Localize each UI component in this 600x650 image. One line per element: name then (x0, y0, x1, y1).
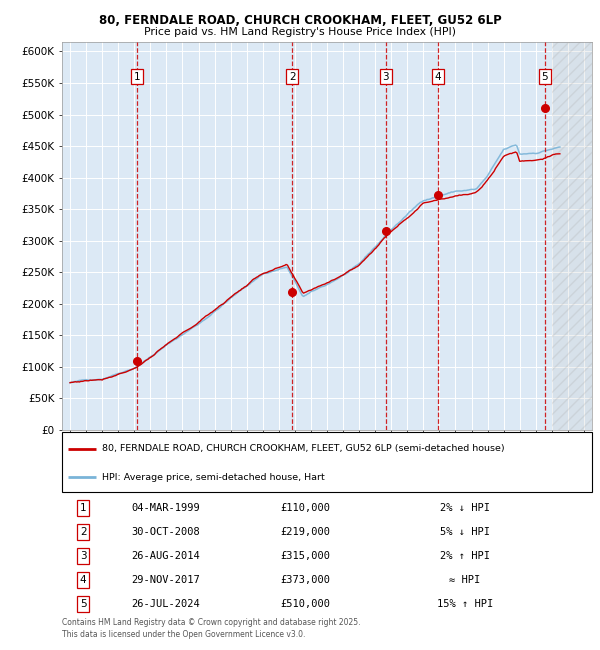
Text: HPI: Average price, semi-detached house, Hart: HPI: Average price, semi-detached house,… (102, 473, 325, 482)
Text: 1: 1 (134, 72, 140, 82)
Text: Contains HM Land Registry data © Crown copyright and database right 2025.
This d: Contains HM Land Registry data © Crown c… (62, 618, 361, 639)
Text: £219,000: £219,000 (281, 527, 331, 537)
Text: 15% ↑ HPI: 15% ↑ HPI (437, 599, 493, 609)
Text: 5: 5 (542, 72, 548, 82)
Text: 26-AUG-2014: 26-AUG-2014 (131, 551, 200, 561)
Text: 04-MAR-1999: 04-MAR-1999 (131, 503, 200, 513)
Text: Price paid vs. HM Land Registry's House Price Index (HPI): Price paid vs. HM Land Registry's House … (144, 27, 456, 37)
Text: 30-OCT-2008: 30-OCT-2008 (131, 527, 200, 537)
Text: £373,000: £373,000 (281, 575, 331, 585)
Text: 5% ↓ HPI: 5% ↓ HPI (440, 527, 490, 537)
Text: 4: 4 (80, 575, 86, 585)
Text: 2% ↑ HPI: 2% ↑ HPI (440, 551, 490, 561)
Text: 2: 2 (80, 527, 86, 537)
Text: 29-NOV-2017: 29-NOV-2017 (131, 575, 200, 585)
Text: 4: 4 (435, 72, 442, 82)
Text: 26-JUL-2024: 26-JUL-2024 (131, 599, 200, 609)
Text: 1: 1 (80, 503, 86, 513)
Text: 2% ↓ HPI: 2% ↓ HPI (440, 503, 490, 513)
Text: 3: 3 (80, 551, 86, 561)
Text: £110,000: £110,000 (281, 503, 331, 513)
Text: £315,000: £315,000 (281, 551, 331, 561)
Text: 5: 5 (80, 599, 86, 609)
Text: ≈ HPI: ≈ HPI (449, 575, 481, 585)
Text: 2: 2 (289, 72, 295, 82)
Bar (552, 42, 592, 430)
Text: 3: 3 (382, 72, 389, 82)
Text: £510,000: £510,000 (281, 599, 331, 609)
Text: 80, FERNDALE ROAD, CHURCH CROOKHAM, FLEET, GU52 6LP: 80, FERNDALE ROAD, CHURCH CROOKHAM, FLEE… (98, 14, 502, 27)
Text: 80, FERNDALE ROAD, CHURCH CROOKHAM, FLEET, GU52 6LP (semi-detached house): 80, FERNDALE ROAD, CHURCH CROOKHAM, FLEE… (102, 445, 505, 453)
